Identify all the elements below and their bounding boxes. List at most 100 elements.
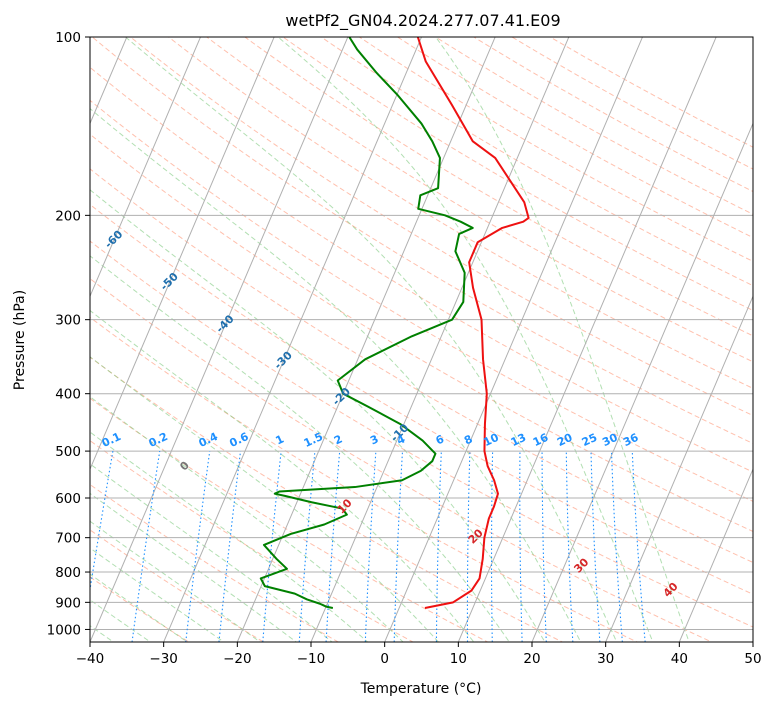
dry-adiabat-line xyxy=(0,10,587,654)
x-tick-label: 10 xyxy=(450,651,467,667)
dry-adiabat-line xyxy=(0,10,775,654)
moist-adiabat-line xyxy=(0,37,415,654)
x-tick-label: −20 xyxy=(223,651,252,667)
mixing-ratio-line xyxy=(467,451,469,654)
isotherm-label: -80 xyxy=(0,140,16,163)
x-tick-label: 20 xyxy=(523,651,540,667)
moist-adiabats xyxy=(0,37,693,654)
isotherm-line xyxy=(159,10,433,654)
isotherm-lines xyxy=(0,10,775,654)
moist-adiabat-label: 30 xyxy=(571,555,591,575)
moist-adiabat-line xyxy=(125,37,622,654)
mixing-ratio-label: 1 xyxy=(274,432,286,447)
x-axis-label: Temperature (°C) xyxy=(360,681,482,697)
dry-adiabat-line xyxy=(468,10,775,654)
dry-adiabat-line xyxy=(394,10,775,654)
mixing-ratio-lines xyxy=(80,451,646,654)
y-axis-label: Pressure (hPa) xyxy=(12,290,28,390)
mixing-ratio-line xyxy=(218,451,241,654)
moist-adiabat-line xyxy=(0,37,381,654)
mixing-ratio-label: 1.5 xyxy=(302,430,325,450)
dry-adiabat-line xyxy=(283,10,775,654)
dry-adiabat-line xyxy=(135,10,775,654)
mixing-ratio-label: 0.2 xyxy=(147,430,170,450)
y-tick-label: 900 xyxy=(55,595,81,611)
moist-adiabat-line xyxy=(0,37,205,654)
moist-adiabat-line xyxy=(0,37,518,654)
dry-adiabat-line xyxy=(357,10,775,654)
moist-adiabat-line xyxy=(0,37,483,654)
mixing-ratio-label: 6 xyxy=(434,432,447,447)
mixing-ratio-line xyxy=(325,451,339,654)
dry-adiabat-line xyxy=(0,10,511,654)
dry-adiabat-line xyxy=(0,10,284,654)
mixing-ratio-label: 0.6 xyxy=(227,430,250,450)
y-tick-label: 800 xyxy=(55,565,81,581)
mixing-ratio-label: 2 xyxy=(332,432,344,447)
moist-adiabat-line xyxy=(9,37,587,654)
moist-adiabat-line xyxy=(436,37,694,654)
isotherm-line xyxy=(0,10,65,654)
mixing-ratio-line xyxy=(436,451,441,654)
y-tick-label: 300 xyxy=(55,313,81,329)
y-tick-label: 600 xyxy=(55,491,81,507)
y-tick-label: 100 xyxy=(55,30,81,46)
mixing-ratio-line xyxy=(492,451,493,654)
x-tick-label: −10 xyxy=(297,651,326,667)
x-axis-ticks: −40 −30 −20 −10 0 10 20 30 40 50 xyxy=(76,642,762,667)
mixing-ratio-label: 0.1 xyxy=(100,430,123,450)
isotherm-label: -40 xyxy=(213,312,236,335)
isotherm-label: -30 xyxy=(272,348,295,371)
y-tick-label: 400 xyxy=(55,387,81,403)
dry-adiabat-line xyxy=(0,10,775,654)
y-tick-label: 500 xyxy=(55,444,81,460)
mixing-ratio-label: 20 xyxy=(555,431,575,449)
plot-area: -100-90-80-70-60-50-40-30-20-10 0.10.20.… xyxy=(0,10,775,654)
moist-adiabat-line xyxy=(0,37,347,654)
moist-adiabat-label: 0 xyxy=(177,459,192,474)
dry-adiabats xyxy=(0,10,775,654)
mixing-ratio-line xyxy=(520,451,523,654)
chart-title: wetPf2_GN04.2024.277.07.41.E09 xyxy=(285,11,560,31)
mixing-ratio-line xyxy=(542,451,547,654)
mixing-ratio-label: 0.4 xyxy=(197,430,220,450)
isotherm-label: -50 xyxy=(158,270,181,293)
temperature-profile-line xyxy=(418,37,529,608)
dry-adiabat-line xyxy=(0,10,775,654)
isotherm-line xyxy=(11,10,285,654)
dry-adiabat-line xyxy=(0,10,208,654)
x-tick-label: −40 xyxy=(76,651,105,667)
isotherm-line xyxy=(748,10,775,654)
x-tick-label: 40 xyxy=(671,651,688,667)
moist-adiabat-line xyxy=(0,37,312,654)
y-axis-ticks: 100 200 300 400 500 600 700 800 900 1000 xyxy=(47,30,90,638)
dry-adiabat-line xyxy=(320,10,775,654)
isotherm-label: -60 xyxy=(102,227,125,250)
x-tick-label: −30 xyxy=(149,651,178,667)
x-tick-label: 0 xyxy=(380,651,389,667)
isotherm-line xyxy=(674,10,775,654)
moist-adiabat-label: 40 xyxy=(661,580,681,600)
isotherm-line xyxy=(601,10,775,654)
y-tick-label: 200 xyxy=(55,208,81,224)
profile-series xyxy=(261,37,529,608)
mixing-ratio-line xyxy=(365,451,376,654)
mixing-ratio-label: 13 xyxy=(509,431,528,449)
isotherm-line xyxy=(453,10,727,654)
isotherm-label: -20 xyxy=(330,385,353,408)
x-tick-label: 30 xyxy=(597,651,614,667)
moist-adiabat-line xyxy=(0,37,552,654)
mixing-ratio-label: 25 xyxy=(580,431,599,449)
isotherm-label: -70 xyxy=(47,185,70,208)
dry-adiabat-line xyxy=(0,10,775,654)
isotherm-line xyxy=(306,10,580,654)
mixing-ratio-label: 3 xyxy=(368,432,380,447)
dry-adiabat-line xyxy=(0,10,775,654)
y-tick-label: 1000 xyxy=(47,622,81,638)
y-tick-label: 700 xyxy=(55,531,81,547)
x-tick-label: 50 xyxy=(744,651,761,667)
